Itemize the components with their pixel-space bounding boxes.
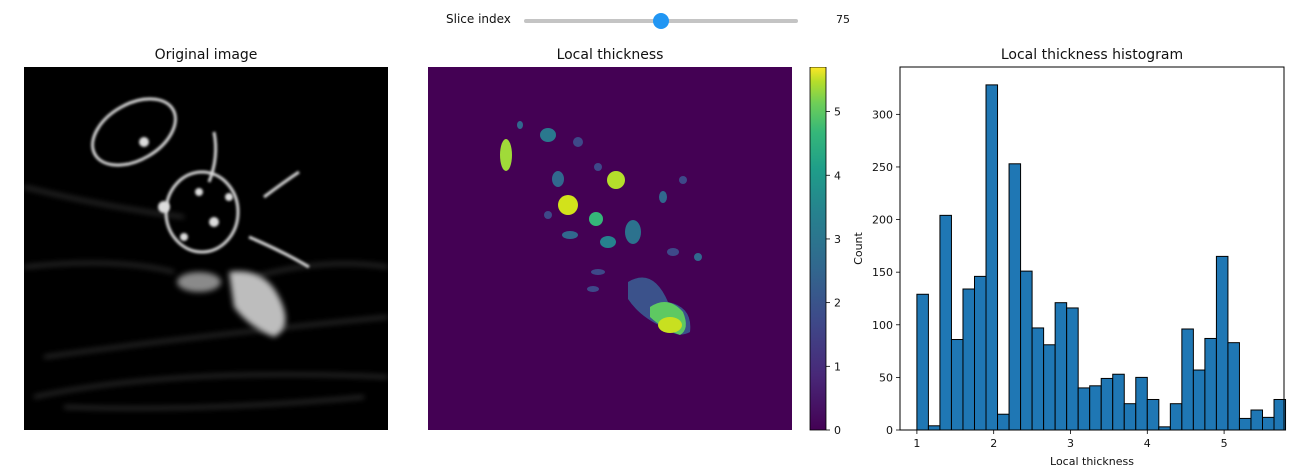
x-tick-label: 5 — [1221, 437, 1228, 450]
x-axis-label: Local thickness — [1050, 455, 1134, 468]
histogram-bar — [1181, 328, 1194, 431]
colorbar-tick-label: 3 — [834, 233, 841, 246]
y-tick-label: 250 — [872, 161, 893, 174]
x-tick-label: 4 — [1144, 437, 1151, 450]
histogram-bar — [997, 413, 1010, 431]
histogram-bar — [1089, 385, 1102, 431]
slider-thumb[interactable] — [653, 13, 669, 29]
histogram-bar — [1100, 377, 1114, 431]
histogram-bar — [962, 288, 975, 431]
original-image-title: Original image — [154, 47, 258, 63]
histogram-bar — [1008, 163, 1022, 431]
x-tick-label: 1 — [913, 437, 920, 450]
histogram-bar — [985, 84, 999, 431]
colorbar-tick-label: 1 — [834, 360, 841, 373]
y-axis-label: Count — [852, 231, 865, 264]
histogram-bar — [1204, 337, 1217, 431]
histogram-bar — [1192, 369, 1206, 431]
x-tick-label: 3 — [1067, 437, 1074, 450]
histogram-title: Local thickness histogram — [1000, 47, 1184, 63]
slice-index-slider-row: Slice index 75 — [0, 0, 1305, 42]
histogram-bar — [973, 275, 987, 431]
y-tick-label: 0 — [886, 424, 893, 437]
histogram-bar — [1215, 255, 1229, 431]
histogram-bar — [1043, 344, 1056, 431]
local-thickness-image — [428, 67, 792, 430]
histogram-bar — [1146, 398, 1160, 431]
histogram-bar — [950, 339, 964, 431]
original-image — [24, 67, 388, 430]
y-tick-label: 200 — [872, 214, 893, 227]
histogram-bar — [1077, 387, 1091, 431]
histogram-bar — [927, 425, 941, 431]
histogram-bar — [939, 214, 952, 431]
histogram-bar — [1261, 416, 1275, 431]
histogram-bar — [916, 293, 929, 431]
histogram-bar — [1135, 376, 1148, 431]
histogram-chart: 1 2 3 4 5 0 50 100 150 200 250 300 Local thickness Co… — [840, 60, 1300, 470]
histogram-bar — [1054, 302, 1068, 431]
colorbar: 0 1 2 3 4 5 — [808, 67, 858, 435]
histogram-bar — [1169, 403, 1183, 431]
colorbar-tick-label: 0 — [834, 424, 841, 435]
slider-label: Slice index — [446, 12, 511, 26]
y-tick-label: 300 — [872, 108, 893, 121]
colorbar-tick-label: 2 — [834, 297, 841, 310]
colorbar-tick-label: 5 — [834, 106, 841, 119]
histogram-bar — [1123, 403, 1137, 431]
plot-frame — [899, 66, 1285, 431]
y-tick-label: 150 — [872, 266, 893, 279]
y-tick-label: 50 — [879, 371, 893, 384]
local-thickness-title: Local thickness — [556, 47, 664, 63]
histogram-bar — [1031, 327, 1045, 431]
histogram-bar — [1250, 409, 1263, 431]
x-tick-label: 2 — [990, 437, 997, 450]
histogram-bar — [1227, 342, 1240, 431]
colorbar-tick-label: 4 — [834, 169, 841, 182]
y-tick-label: 100 — [872, 319, 893, 332]
histogram-bar — [1238, 417, 1252, 431]
histogram-bar — [1066, 307, 1079, 431]
histogram-bar — [1112, 373, 1125, 431]
histogram-bar — [1020, 270, 1033, 431]
slider-value: 75 — [836, 13, 850, 26]
